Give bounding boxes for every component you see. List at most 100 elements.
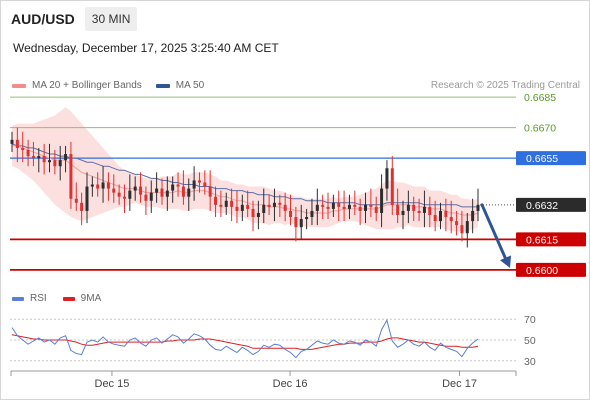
candle xyxy=(214,186,218,218)
candle xyxy=(337,190,341,222)
legend-item-rsi: RSI xyxy=(12,293,47,304)
candle xyxy=(406,190,410,224)
candle-body xyxy=(262,204,266,213)
candle-body xyxy=(15,139,19,148)
candle-body xyxy=(331,202,335,209)
candle xyxy=(315,188,319,226)
candle xyxy=(267,194,271,215)
rsi-tick-label-1: 50 xyxy=(524,335,536,347)
candle-body xyxy=(128,190,132,199)
legend-item-9ma: 9MA xyxy=(62,293,101,304)
candle-body xyxy=(144,194,148,201)
price-legend: MA 20 + Bollinger Bands MA 50 xyxy=(12,80,218,91)
candle xyxy=(256,200,260,230)
candle-body xyxy=(133,186,137,191)
bollinger-band-area xyxy=(12,107,478,232)
candle-body xyxy=(203,182,207,187)
candle xyxy=(278,194,282,218)
candle-body xyxy=(64,154,68,161)
legend-item-ma50: MA 50 xyxy=(155,80,205,91)
candle xyxy=(26,139,30,167)
candle xyxy=(85,172,89,224)
candle-body xyxy=(58,160,62,167)
rsi-line xyxy=(11,318,479,359)
candle xyxy=(208,170,212,211)
timeframe-badge[interactable]: 30 MIN xyxy=(84,7,138,31)
candle-body xyxy=(326,206,330,209)
x-tick-label-1: Dec 16 xyxy=(273,378,308,390)
candle xyxy=(69,141,73,209)
candle-body xyxy=(380,188,384,213)
candle xyxy=(133,176,137,201)
candle xyxy=(417,198,421,222)
candle-body xyxy=(246,204,250,209)
candle xyxy=(58,145,62,181)
candle xyxy=(230,188,234,222)
candle-body xyxy=(283,204,287,211)
candle-body xyxy=(47,160,51,163)
candle xyxy=(364,192,368,224)
candle xyxy=(144,186,148,215)
candle-body xyxy=(412,204,416,211)
candle-body xyxy=(396,204,400,215)
candle xyxy=(465,212,469,248)
candle xyxy=(31,141,35,167)
candle xyxy=(219,190,223,218)
candle-body xyxy=(358,206,362,211)
candle xyxy=(272,188,276,222)
candle-body xyxy=(90,184,94,187)
candle-body xyxy=(347,204,351,209)
candle-body xyxy=(299,219,303,228)
candle-body xyxy=(149,192,153,201)
candle-body xyxy=(96,184,100,189)
candle-body xyxy=(417,210,421,213)
candle xyxy=(251,200,255,232)
candle xyxy=(240,194,244,222)
candle xyxy=(358,198,362,226)
candle xyxy=(262,188,266,224)
candle xyxy=(289,194,293,226)
rsi-tick-label-0: 70 xyxy=(524,314,536,326)
candle xyxy=(374,196,378,222)
legend-label-ma50: MA 50 xyxy=(175,80,205,91)
candle xyxy=(342,190,346,222)
candle-body xyxy=(401,210,405,215)
candle-body xyxy=(278,202,282,205)
candle xyxy=(187,178,191,211)
candle-body xyxy=(106,182,110,189)
level-tag-2 xyxy=(516,151,586,166)
candle xyxy=(396,188,400,224)
candle xyxy=(422,190,426,228)
candle-body xyxy=(455,221,459,226)
candle xyxy=(246,190,250,218)
candle xyxy=(192,166,196,201)
candle-body xyxy=(235,206,239,211)
candle xyxy=(112,174,116,203)
x-tick-label-0: Dec 15 xyxy=(95,378,130,390)
candle xyxy=(283,192,287,222)
candle-body xyxy=(69,154,73,199)
candle-body xyxy=(117,192,121,197)
candle xyxy=(460,210,464,242)
candle xyxy=(122,184,126,213)
forecast-arrow-head xyxy=(500,255,512,268)
candle xyxy=(155,172,159,203)
candle xyxy=(310,198,314,226)
candle xyxy=(171,176,175,203)
candle xyxy=(37,147,41,173)
level-label-2: 0.6655 xyxy=(526,153,558,165)
level-label-1: 0.6670 xyxy=(524,123,556,135)
candle xyxy=(321,194,325,220)
candle-body xyxy=(428,206,432,215)
chart-datetime: Wednesday, December 17, 2025 3:25:40 AM … xyxy=(13,41,279,55)
candle-body xyxy=(165,190,169,197)
candle-body xyxy=(208,186,212,197)
candle-body xyxy=(337,202,341,207)
candle-body xyxy=(181,186,185,197)
candle xyxy=(299,204,303,240)
legend-label-ma20: MA 20 + Bollinger Bands xyxy=(32,80,142,91)
candle-body xyxy=(449,217,453,222)
candle-body xyxy=(471,210,475,222)
level-tag-4 xyxy=(516,262,586,277)
last-price-tag xyxy=(516,197,586,212)
